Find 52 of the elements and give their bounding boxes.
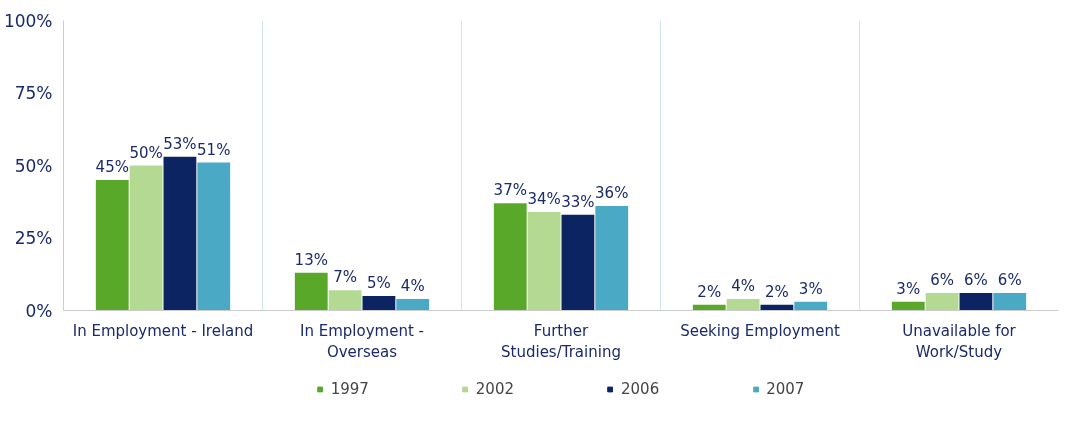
y-tick-label: 0% xyxy=(25,300,53,321)
x-tick-label: Further Studies/Training xyxy=(501,321,621,362)
legend-label: 2006 xyxy=(621,380,660,398)
bar xyxy=(595,206,629,311)
bar xyxy=(294,272,328,311)
text: 6% xyxy=(930,271,954,290)
x-tick-label: Seeking Employment xyxy=(680,321,840,340)
text: 3% xyxy=(896,279,921,298)
text: 4% xyxy=(731,276,755,295)
text: 37% xyxy=(493,181,527,200)
bar xyxy=(726,298,760,311)
bar xyxy=(95,180,129,311)
bar xyxy=(197,162,231,311)
y-tick-label: 75% xyxy=(14,83,53,103)
legend-label: 2007 xyxy=(766,380,805,398)
bar xyxy=(527,211,561,311)
bar xyxy=(891,301,925,311)
x-tick-label: In Employment - Overseas xyxy=(300,321,424,362)
text: 34% xyxy=(527,189,561,208)
y-tick-label: 50% xyxy=(14,155,53,176)
text: 36% xyxy=(595,184,629,203)
text: 4% xyxy=(400,276,425,295)
y-tick-label: 25% xyxy=(14,228,53,248)
text: 3% xyxy=(798,279,823,298)
legend-label: 1997 xyxy=(330,380,369,398)
x-tick-label: Unavailable for Work/Study xyxy=(902,321,1017,362)
legend-label: 2002 xyxy=(475,380,514,398)
bar xyxy=(362,296,396,311)
text: 7% xyxy=(333,268,357,287)
text: 6% xyxy=(997,271,1022,290)
bar xyxy=(328,290,362,311)
bar xyxy=(163,156,197,311)
y-tick-label: 100% xyxy=(3,10,53,31)
text: 5% xyxy=(367,274,391,292)
bar xyxy=(959,293,993,311)
text: 6% xyxy=(964,271,988,290)
bar xyxy=(794,301,828,311)
bar xyxy=(396,298,430,311)
x-tick-label: In Employment - Ireland xyxy=(72,321,254,340)
text: 33% xyxy=(561,192,595,211)
bar xyxy=(561,214,595,311)
bar xyxy=(129,165,163,311)
text: 53% xyxy=(163,134,197,153)
bar xyxy=(925,293,959,311)
bar xyxy=(493,203,527,311)
text: 2% xyxy=(765,282,789,301)
bar xyxy=(993,293,1027,311)
text: 2% xyxy=(697,282,722,301)
text: 50% xyxy=(129,143,163,162)
text: 13% xyxy=(294,250,328,269)
text: 45% xyxy=(95,158,129,176)
text: 51% xyxy=(197,140,231,159)
